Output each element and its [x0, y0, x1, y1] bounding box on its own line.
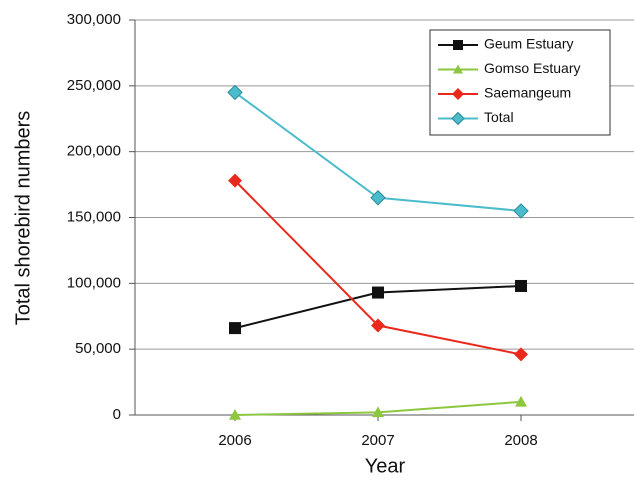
y-tick-label: 300,000: [67, 11, 121, 28]
marker: [513, 203, 529, 219]
y-tick-label: 250,000: [67, 77, 121, 94]
y-tick-label: 0: [113, 406, 121, 423]
legend-label: Geum Estuary: [484, 36, 573, 52]
marker: [451, 111, 465, 126]
marker: [452, 88, 464, 100]
x-tick-label: 2007: [361, 432, 394, 449]
y-tick-label: 150,000: [67, 208, 121, 225]
marker: [453, 64, 463, 74]
marker: [227, 84, 243, 101]
y-tick-label: 200,000: [67, 143, 121, 160]
legend-label: Saemangeum: [484, 85, 571, 101]
marker: [514, 347, 528, 362]
x-tick-label: 2006: [218, 432, 251, 449]
y-axis-label: Total shorebird numbers: [12, 111, 34, 326]
marker: [229, 409, 241, 420]
marker: [372, 406, 384, 418]
x-axis-label: Year: [365, 455, 406, 477]
x-tick-label: 2008: [504, 432, 537, 449]
y-tick-label: 50,000: [75, 340, 121, 357]
marker: [228, 173, 242, 188]
y-tick-label: 100,000: [67, 274, 121, 291]
marker: [372, 286, 384, 299]
marker: [515, 395, 527, 407]
marker: [371, 318, 385, 333]
marker: [370, 190, 386, 206]
marker: [229, 322, 241, 335]
marker: [453, 40, 463, 50]
legend-label: Gomso Estuary: [484, 60, 580, 76]
legend-label: Total: [484, 109, 514, 125]
marker: [515, 279, 527, 292]
